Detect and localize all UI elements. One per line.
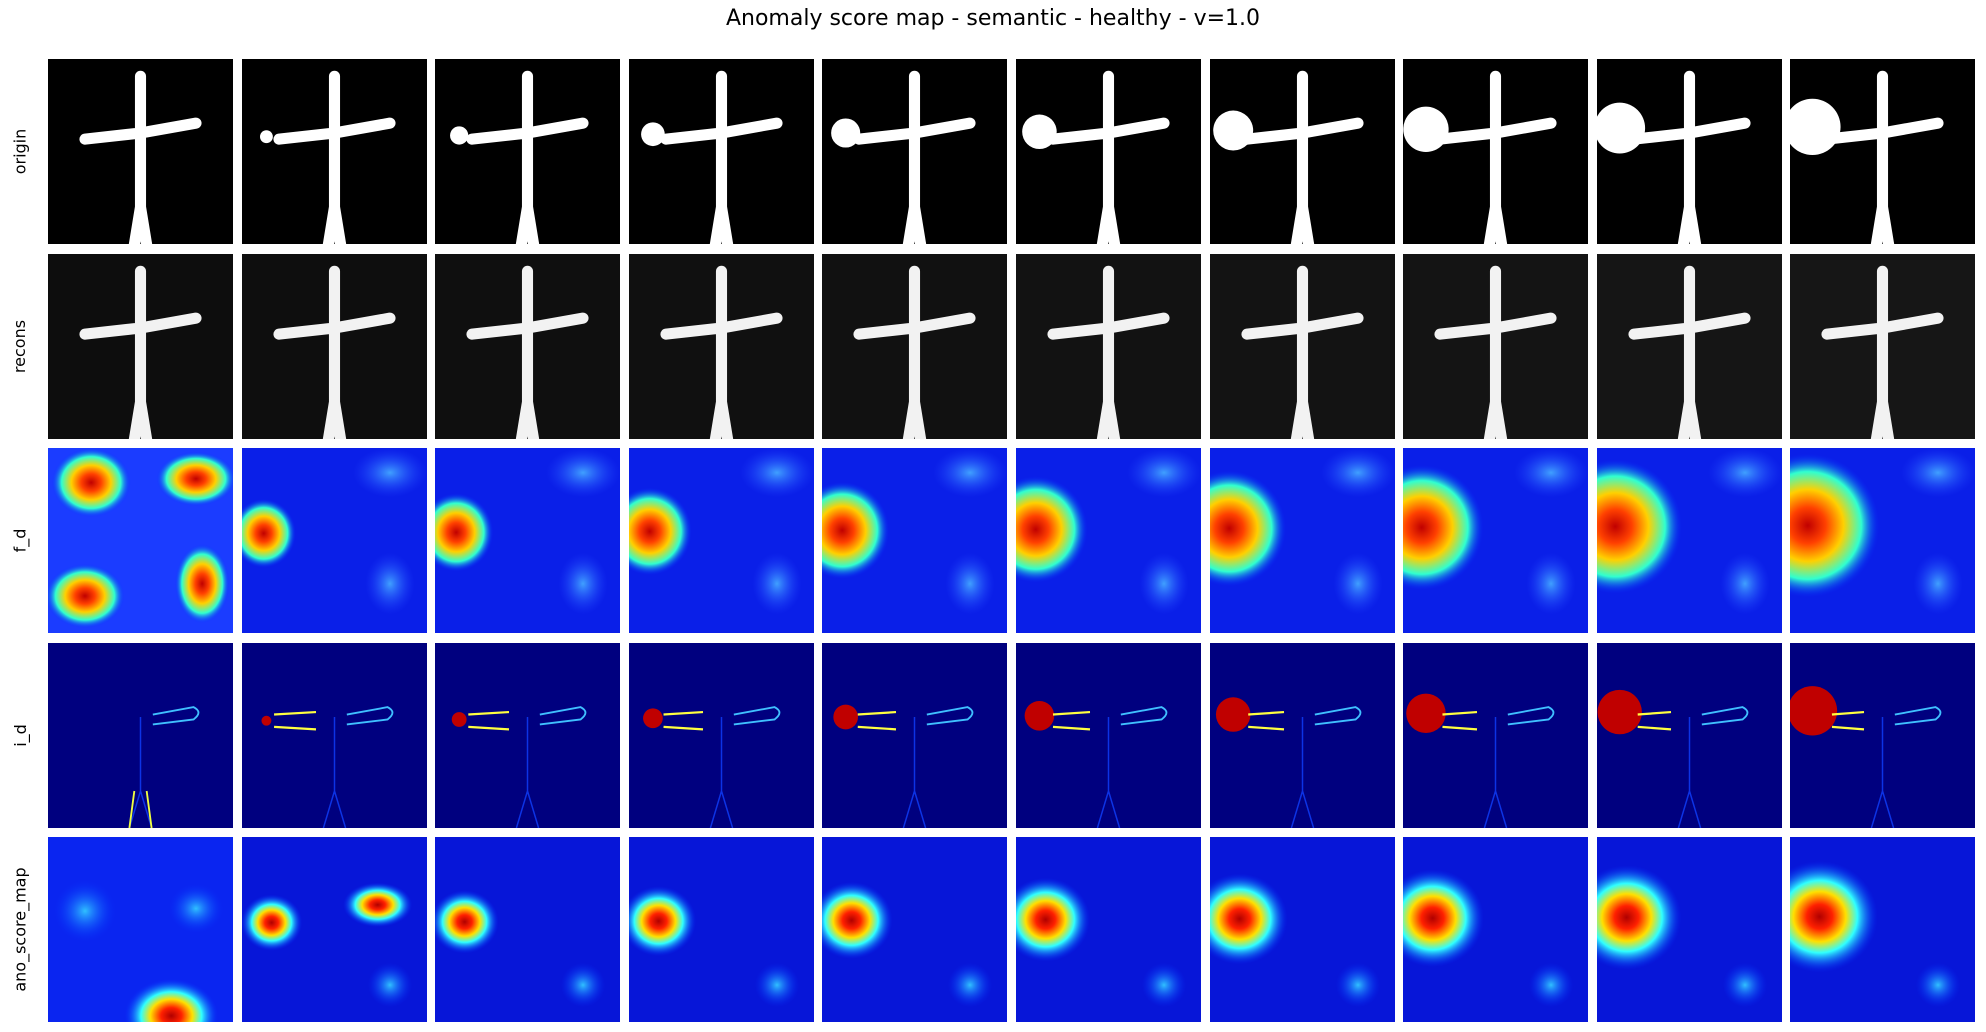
tile-recons-10 [1790, 253, 1976, 439]
tile-origin-3 [435, 59, 621, 244]
tile-i-d-4 [628, 642, 814, 828]
tile-ano-9 [1596, 837, 1782, 1022]
tile-f-d-8 [1403, 448, 1589, 633]
tile-f-d-7 [1209, 448, 1395, 633]
tile-origin-9 [1596, 59, 1782, 244]
tile-f-d-5 [822, 448, 1008, 633]
tile-f-d-3 [435, 448, 621, 633]
tile-ano-3 [435, 837, 621, 1022]
tile-f-d-2 [241, 448, 427, 633]
tile-origin-5 [822, 59, 1008, 244]
tile-origin-10 [1790, 59, 1976, 244]
tile-recons-4 [628, 253, 814, 439]
tile-recons-9 [1596, 253, 1782, 439]
tile-i-d-5 [822, 642, 1008, 828]
row-label-recons: recons [10, 319, 30, 373]
tile-ano-4 [628, 837, 814, 1022]
tile-ano-5 [822, 837, 1008, 1022]
tile-recons-3 [435, 253, 621, 439]
row-label-f-d: f_d [10, 528, 30, 553]
tile-origin-4 [628, 59, 814, 244]
tile-ano-8 [1403, 837, 1589, 1022]
tile-ano-2 [241, 837, 427, 1022]
tile-i-d-10 [1790, 642, 1976, 828]
tile-f-d-1 [48, 448, 233, 633]
tile-recons-7 [1209, 253, 1395, 439]
tile-i-d-9 [1596, 642, 1782, 828]
tile-origin-1 [48, 59, 233, 244]
tile-ano-7 [1209, 837, 1395, 1022]
tile-origin-6 [1016, 59, 1201, 244]
tile-origin-7 [1209, 59, 1395, 244]
tile-i-d-7 [1209, 642, 1395, 828]
tile-recons-8 [1403, 253, 1589, 439]
row-label-ano: ano_score_map [10, 867, 30, 992]
row-label-origin: origin [10, 128, 30, 175]
tile-f-d-6 [1016, 448, 1201, 633]
tile-ano-1 [48, 837, 233, 1022]
tile-recons-2 [241, 253, 427, 439]
tile-i-d-2 [241, 642, 427, 828]
tile-ano-6 [1016, 837, 1201, 1022]
tile-i-d-3 [435, 642, 621, 828]
tile-recons-5 [822, 253, 1008, 439]
figure-title: Anomaly score map - semantic - healthy -… [725, 6, 1261, 31]
tile-origin-2 [241, 59, 427, 244]
tile-i-d-8 [1403, 642, 1589, 828]
tile-recons-6 [1016, 253, 1201, 439]
tile-f-d-4 [628, 448, 814, 633]
tile-f-d-10 [1790, 448, 1976, 633]
tile-i-d-1 [48, 642, 233, 828]
tile-origin-8 [1403, 59, 1589, 244]
tile-i-d-6 [1016, 642, 1201, 828]
tile-f-d-9 [1596, 448, 1782, 633]
tile-ano-10 [1790, 837, 1976, 1022]
tile-recons-1 [48, 253, 233, 439]
row-label-i-d: i_d [10, 723, 30, 747]
